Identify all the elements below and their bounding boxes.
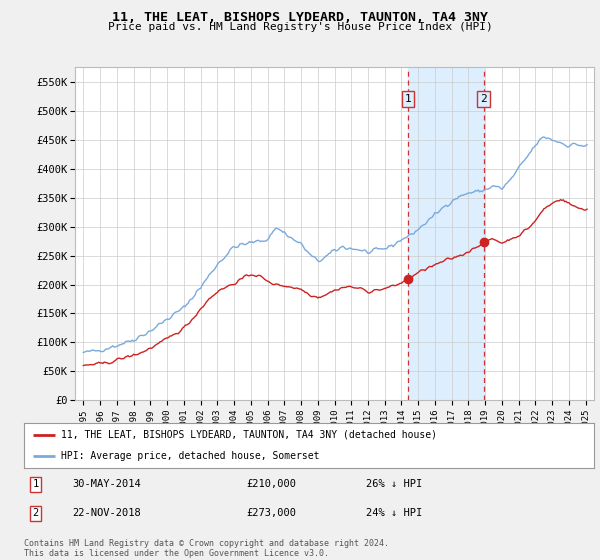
Text: 26% ↓ HPI: 26% ↓ HPI [366,479,422,489]
Text: 11, THE LEAT, BISHOPS LYDEARD, TAUNTON, TA4 3NY (detached house): 11, THE LEAT, BISHOPS LYDEARD, TAUNTON, … [61,430,437,440]
Text: Contains HM Land Registry data © Crown copyright and database right 2024.
This d: Contains HM Land Registry data © Crown c… [24,539,389,558]
Text: 2: 2 [480,94,487,104]
Text: 2: 2 [32,508,38,518]
Text: 1: 1 [32,479,38,489]
Text: Price paid vs. HM Land Registry's House Price Index (HPI): Price paid vs. HM Land Registry's House … [107,22,493,32]
Text: 11, THE LEAT, BISHOPS LYDEARD, TAUNTON, TA4 3NY: 11, THE LEAT, BISHOPS LYDEARD, TAUNTON, … [112,11,488,24]
Text: HPI: Average price, detached house, Somerset: HPI: Average price, detached house, Some… [61,450,320,460]
Text: 1: 1 [405,94,412,104]
Text: £273,000: £273,000 [247,508,296,518]
Text: £210,000: £210,000 [247,479,296,489]
Text: 30-MAY-2014: 30-MAY-2014 [73,479,141,489]
Text: 24% ↓ HPI: 24% ↓ HPI [366,508,422,518]
Bar [409,67,484,400]
Text: 22-NOV-2018: 22-NOV-2018 [73,508,141,518]
